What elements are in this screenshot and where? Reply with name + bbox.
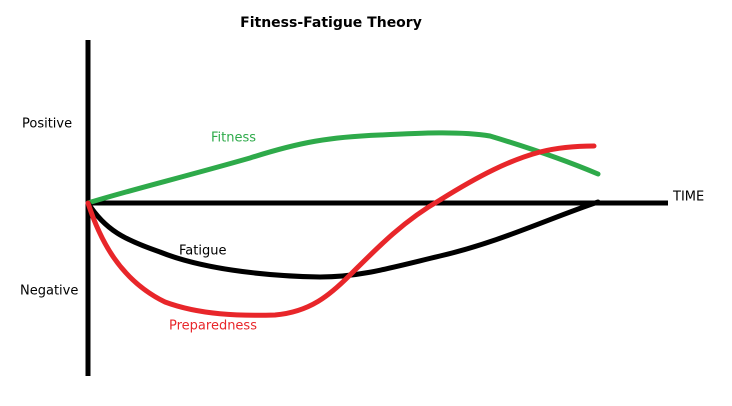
title: Fitness-Fatigue Theory bbox=[240, 15, 422, 31]
fitness-label: Fitness bbox=[211, 131, 256, 146]
fitness-curve bbox=[85, 130, 601, 206]
fatigue-curve bbox=[85, 199, 601, 280]
time-label: TIME bbox=[672, 190, 704, 205]
positive-label: Positive bbox=[22, 117, 72, 132]
preparedness-label: Preparedness bbox=[169, 319, 257, 334]
negative-label: Negative bbox=[20, 284, 78, 299]
preparedness-curve bbox=[85, 143, 597, 318]
fatigue-label: Fatigue bbox=[179, 244, 226, 259]
